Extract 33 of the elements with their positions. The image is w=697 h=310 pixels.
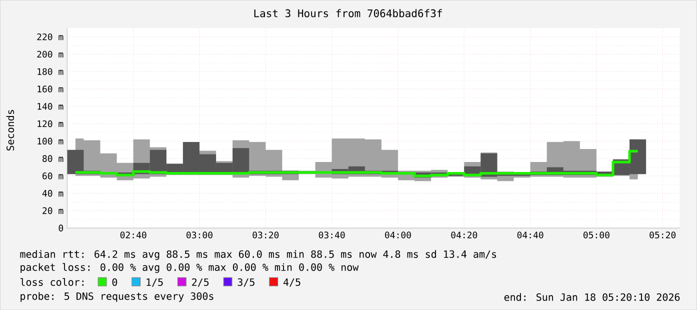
- y-tick-label: 120 m: [38, 120, 64, 128]
- y-tick-label: 20 m: [42, 207, 64, 214]
- chart-title: Last 3 Hours from 7064bbad6f3f: [254, 9, 442, 18]
- legend-title: loss color:: [20, 278, 84, 286]
- x-tick-label: 04:00: [385, 231, 411, 238]
- x-tick-label: 03:40: [318, 231, 345, 238]
- x-tick-label: 04:40: [517, 231, 544, 238]
- legend-label: 3/5: [238, 278, 254, 287]
- y-tick-label: 60 m: [42, 172, 64, 180]
- y-axis-title: Seconds: [6, 110, 14, 150]
- y-tick-label: 80 m: [42, 155, 64, 162]
- y-tick-label: 180 m: [38, 68, 64, 75]
- x-tick-label: 05:20: [650, 231, 676, 238]
- text: packet loss: 0.00 % avg 0.00 % max 0.00 % min 0.00 % now: [20, 263, 359, 273]
- legend-label: 4/5: [284, 278, 300, 287]
- y-tick-label: 40 m: [42, 190, 64, 197]
- x-tick-label: 05:00: [584, 231, 610, 238]
- y-tick-label: 140 m: [38, 102, 64, 110]
- y-tick-label: 160 m: [38, 86, 64, 92]
- x-tick-label: 04:20: [451, 231, 478, 238]
- x-tick-label: 03:00: [186, 231, 212, 238]
- x-tick-label: 03:20: [252, 231, 279, 238]
- x-tick-label: 02:40: [120, 231, 146, 238]
- text: median rtt: 64.2 ms avg 88.5 ms max 60.0 ms min 88.5 ms now 4.8 ms sd 13.4 am/s: [20, 250, 496, 260]
- text: end: Sun Jan 18 05:20:10 2026: [504, 293, 680, 301]
- y-tick-label: 0: [58, 224, 64, 232]
- legend-label: 2/5: [192, 278, 209, 287]
- legend-label: 1/5: [146, 278, 163, 287]
- y-tick-label: 200 m: [37, 50, 64, 58]
- text: probe: 5 DNS requests every 300s: [20, 292, 214, 302]
- y-tick-label: 100 m: [38, 138, 64, 144]
- y-tick-label: 220 m: [37, 33, 64, 40]
- legend-label: 0: [112, 278, 118, 286]
